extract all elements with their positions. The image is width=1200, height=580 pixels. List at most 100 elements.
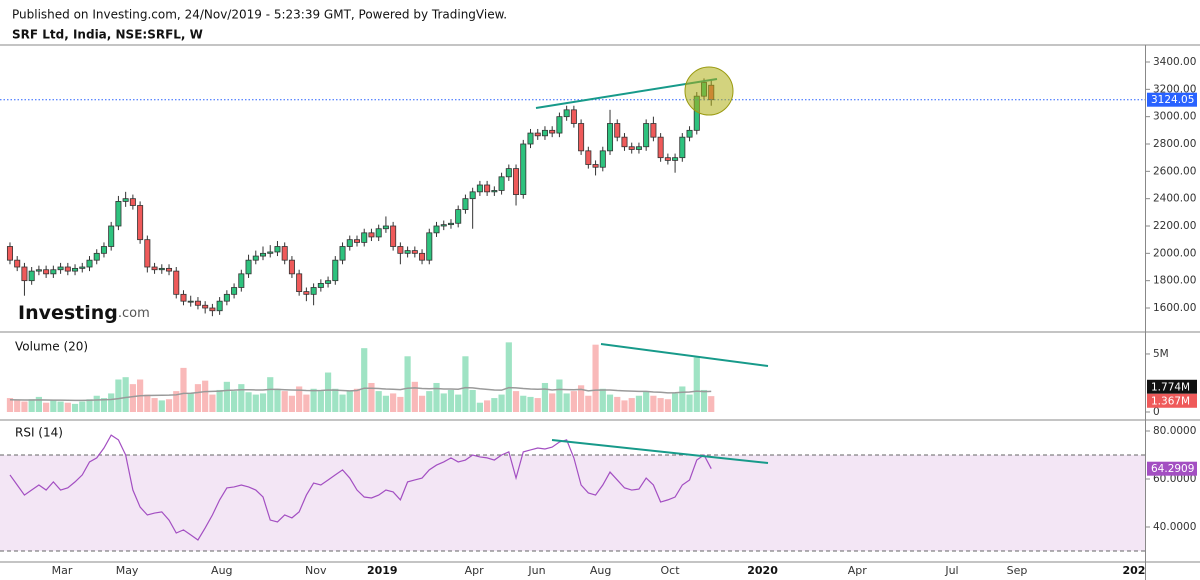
candle-body: [447, 222, 454, 226]
volume-bar: [332, 388, 339, 412]
candle-body: [137, 205, 144, 241]
candle-body: [245, 259, 252, 275]
volume-bar: [541, 382, 549, 412]
volume-bar: [245, 392, 252, 412]
candle-body: [129, 198, 136, 206]
x-tick-label: Aug: [211, 564, 232, 577]
volume-bar: [512, 391, 520, 412]
y-tick-label: 1600.00: [1153, 302, 1196, 314]
value-box-label: 64.2909: [1151, 463, 1194, 475]
candle-body: [317, 283, 324, 288]
candle-body: [108, 225, 115, 247]
rsi-line: [9, 434, 712, 541]
volume-bar: [570, 391, 577, 412]
volume-bar: [635, 395, 643, 412]
volume-bar: [614, 396, 621, 412]
volume-bar: [578, 385, 585, 412]
value-box-label: 3124.05: [1151, 94, 1194, 106]
highlight-circle: [684, 66, 734, 116]
y-tick-label: 1800.00: [1153, 275, 1196, 287]
candle-body: [115, 201, 122, 227]
volume-bar: [650, 395, 657, 412]
candle-body: [397, 246, 404, 254]
y-tick-label: 2400.00: [1153, 193, 1196, 205]
volume-bar: [361, 348, 368, 412]
volume-bar: [368, 382, 375, 412]
volume-bar: [426, 391, 433, 412]
volume-bar: [303, 394, 310, 412]
volume-bar: [158, 400, 165, 412]
price-axis: 1600.00 1800.00 2000.00 2200.00 2400.00 2600.…: [1146, 45, 1200, 580]
volume-bar: [238, 384, 245, 412]
x-tick-label: Jun: [527, 564, 545, 577]
volume-bar: [310, 388, 317, 412]
volume-bar: [549, 393, 556, 412]
candle-body: [72, 267, 79, 272]
volume-bar: [79, 401, 86, 412]
candle-body: [570, 109, 577, 124]
volume-bar: [679, 386, 686, 412]
volume-bar: [317, 391, 324, 412]
candle-body: [79, 266, 86, 269]
candle-body: [426, 232, 433, 261]
volume-bar: [708, 396, 715, 412]
volume-bar: [100, 398, 108, 412]
candle-body: [173, 270, 180, 295]
volume-bar: [353, 388, 361, 412]
candle-body: [180, 293, 187, 302]
x-tick-label: Oct: [661, 564, 681, 577]
candle-body: [520, 143, 527, 195]
volume-bar: [440, 393, 447, 412]
volume-bar: [382, 395, 390, 412]
volume-bar: [173, 391, 180, 412]
candle-body: [643, 123, 650, 148]
volume-bar: [476, 402, 483, 412]
volume-bar: [35, 396, 42, 412]
x-tick-label: Mar: [52, 564, 73, 577]
y-tick-label: 3400.00: [1153, 56, 1196, 68]
candle-body: [505, 168, 512, 178]
volume-bar: [671, 393, 679, 412]
candle-body: [599, 150, 606, 168]
candle-body: [43, 269, 50, 275]
candle-body: [657, 136, 664, 159]
volume-bar: [115, 379, 122, 412]
candle-body: [635, 146, 642, 150]
volume-bar: [404, 356, 411, 412]
volume-bar: [57, 401, 64, 412]
volume-bar: [129, 384, 136, 412]
axis-background: [1146, 45, 1200, 580]
candle-body: [28, 270, 35, 282]
volume-bar: [563, 393, 570, 412]
volume-bar: [108, 393, 115, 412]
x-tick-label: Sep: [1007, 564, 1028, 577]
volume-bar: [643, 391, 650, 412]
volume-bar: [64, 402, 71, 412]
candle-body: [484, 184, 491, 193]
candle-body: [382, 225, 389, 230]
candle-body: [346, 239, 353, 247]
volume-bar: [686, 394, 693, 412]
candle-body: [14, 259, 21, 268]
volume-bar: [165, 399, 173, 412]
chart-title: SRF Ltd, India, NSE:SRFL, W: [12, 28, 203, 42]
candle-body: [664, 157, 671, 161]
x-tick-label: May: [116, 564, 139, 577]
last-value-boxes: 3124.05 1.774M 1.367M 64.2909: [1147, 92, 1197, 476]
volume-bar: [43, 402, 50, 412]
trend-line: [600, 343, 769, 367]
volume-bar: [216, 389, 223, 412]
candle-body: [411, 250, 418, 254]
volume-bar: [194, 384, 202, 412]
candle-body: [274, 246, 281, 253]
y-tick-label: 2000.00: [1153, 247, 1196, 259]
volume-bar: [28, 399, 35, 412]
volume-bar: [6, 398, 14, 412]
volume-bar: [144, 394, 151, 412]
candle-body: [216, 300, 223, 312]
candle-body: [151, 266, 158, 271]
y-tick-label: 3000.00: [1153, 111, 1196, 123]
volume-bar: [375, 391, 382, 412]
